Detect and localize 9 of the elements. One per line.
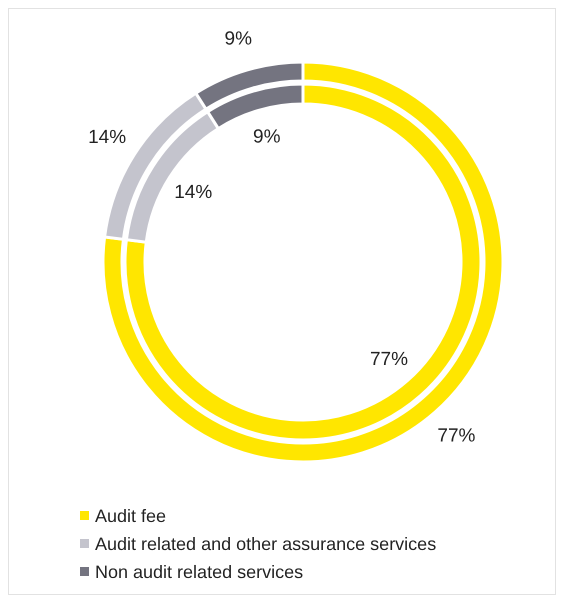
legend-label: Audit fee <box>95 506 166 526</box>
data-label: 77% <box>370 349 408 370</box>
data-label: 9% <box>252 126 281 148</box>
legend-label: Non audit related services <box>95 562 304 582</box>
legend-label: Audit related and other assurance services <box>95 534 436 554</box>
data-label: 77% <box>437 426 476 447</box>
data-label: 9% <box>224 28 252 50</box>
data-label: 14% <box>174 182 212 203</box>
data-label: 14% <box>88 127 126 148</box>
